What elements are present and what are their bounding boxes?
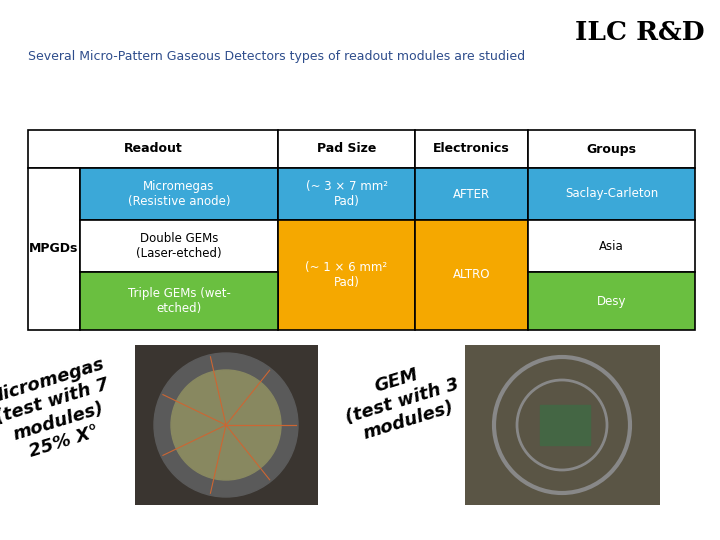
Text: ALTRO: ALTRO: [453, 268, 490, 281]
Bar: [28, 168, 80, 330]
Bar: [415, 130, 528, 168]
Bar: [528, 272, 695, 330]
Text: Several Micro-Pattern Gaseous Detectors types of readout modules are studied: Several Micro-Pattern Gaseous Detectors …: [28, 50, 525, 63]
Text: Electronics: Electronics: [433, 143, 510, 156]
Bar: [415, 168, 528, 220]
Bar: [80, 272, 278, 330]
Bar: [278, 220, 415, 330]
Text: MPGDs: MPGDs: [30, 242, 78, 255]
Text: (~ 3 × 7 mm²
Pad): (~ 3 × 7 mm² Pad): [305, 180, 387, 208]
Text: Double GEMs
(Laser-etched): Double GEMs (Laser-etched): [136, 232, 222, 260]
Text: (~ 1 × 6 mm²
Pad): (~ 1 × 6 mm² Pad): [305, 261, 387, 289]
Text: Asia: Asia: [599, 240, 624, 253]
Text: Micromegas
(test with 7
modules)
25% X°: Micromegas (test with 7 modules) 25% X°: [0, 355, 125, 468]
Bar: [415, 220, 528, 330]
Text: Triple GEMs (wet-
etched): Triple GEMs (wet- etched): [127, 287, 230, 315]
Bar: [135, 345, 318, 505]
Bar: [528, 220, 695, 272]
Bar: [80, 220, 278, 272]
Text: Pad Size: Pad Size: [317, 143, 376, 156]
Bar: [528, 130, 695, 168]
Text: GEM
(test with 3
modules): GEM (test with 3 modules): [337, 355, 467, 447]
Bar: [278, 168, 415, 220]
Bar: [540, 405, 590, 445]
Bar: [465, 345, 660, 505]
Text: Desy: Desy: [597, 294, 626, 307]
Bar: [28, 130, 278, 168]
Text: AFTER: AFTER: [453, 187, 490, 200]
Text: Micromegas
(Resistive anode): Micromegas (Resistive anode): [127, 180, 230, 208]
Text: ILC R&D: ILC R&D: [575, 20, 705, 45]
Bar: [528, 168, 695, 220]
Bar: [80, 168, 278, 220]
Bar: [278, 130, 415, 168]
Circle shape: [171, 370, 281, 480]
Circle shape: [154, 353, 298, 497]
Text: Groups: Groups: [587, 143, 636, 156]
Text: Readout: Readout: [124, 143, 182, 156]
Text: Saclay-Carleton: Saclay-Carleton: [565, 187, 658, 200]
